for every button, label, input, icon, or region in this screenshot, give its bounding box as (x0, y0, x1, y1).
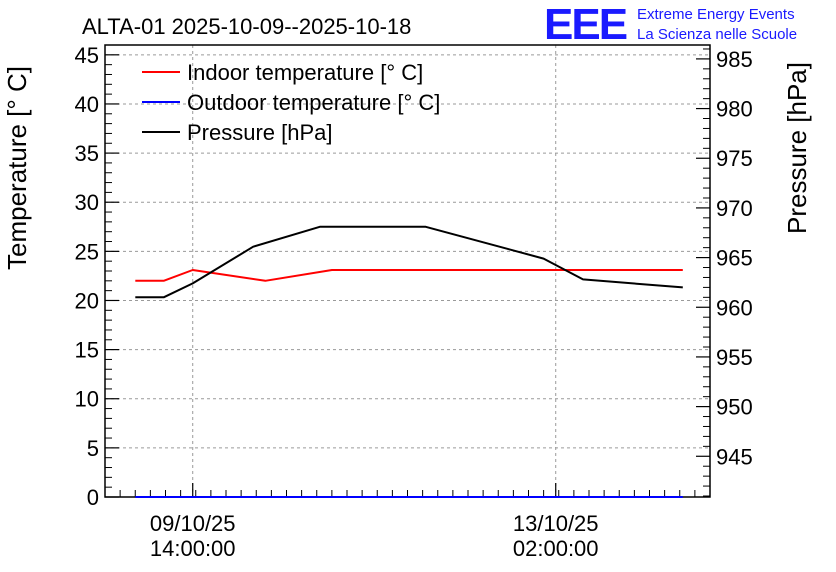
y-tick-label: 25 (75, 239, 99, 264)
y2-tick-label: 955 (716, 345, 753, 370)
chart-title: ALTA-01 2025-10-09--2025-10-18 (82, 14, 411, 39)
org-subtitle: La Scienza nelle Scuole (637, 26, 797, 43)
y2-tick-label: 980 (716, 97, 753, 122)
x-tick-date: 13/10/25 (513, 511, 599, 536)
x-tick-date: 09/10/25 (150, 511, 236, 536)
y2-tick-label: 970 (716, 196, 753, 221)
grid (105, 45, 710, 498)
y-tick-label: 15 (75, 338, 99, 363)
y-tick-label: 30 (75, 190, 99, 215)
series-pressure (135, 225, 683, 299)
eee-logo: EEE (544, 0, 627, 49)
y2-tick-label: 975 (716, 146, 753, 171)
y2-tick-label: 945 (716, 444, 753, 469)
y-tick-label: 20 (75, 288, 99, 313)
x-tick-time: 14:00:00 (150, 536, 236, 561)
legend-label-outdoor: Outdoor temperature [° C] (187, 90, 440, 115)
y2-axis-label: Pressure [hPa] (782, 62, 812, 234)
y-tick-label: 35 (75, 141, 99, 166)
legend: Indoor temperature [° C] Outdoor tempera… (142, 60, 440, 145)
legend-label-pressure: Pressure [hPa] (187, 120, 333, 145)
y-tick-label: 45 (75, 43, 99, 68)
branding: EEE Extreme Energy Events La Scienza nel… (544, 0, 797, 49)
y2-tick-label: 965 (716, 246, 753, 271)
y-tick-label: 5 (87, 436, 99, 461)
org-name: Extreme Energy Events (637, 6, 795, 23)
y-tick-label: 40 (75, 92, 99, 117)
y-tick-label: 0 (87, 485, 99, 510)
series-indoor-temperature (135, 269, 683, 282)
legend-label-indoor: Indoor temperature [° C] (187, 60, 423, 85)
y-tick-label: 10 (75, 387, 99, 412)
y2-tick-label: 960 (716, 295, 753, 320)
y2-tick-label: 950 (716, 395, 753, 420)
y-axis-label: Temperature [° C] (2, 66, 32, 270)
y2-tick-label: 985 (716, 47, 753, 72)
x-tick-time: 02:00:00 (513, 536, 599, 561)
